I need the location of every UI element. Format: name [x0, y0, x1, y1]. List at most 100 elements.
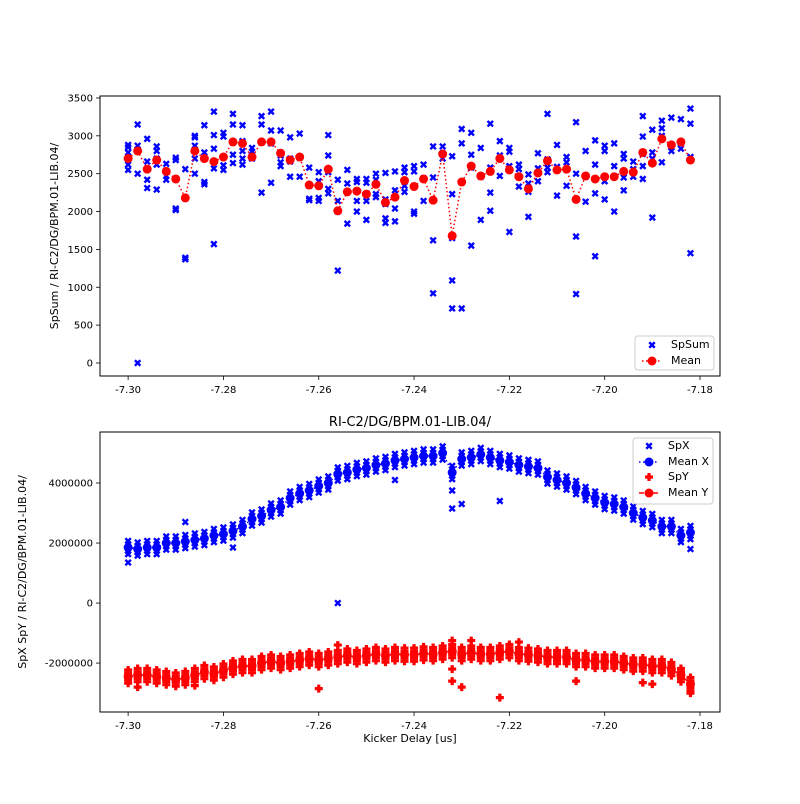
x-tick-label: -7.20 — [592, 721, 618, 732]
spx-point — [686, 522, 695, 530]
spsum-point — [458, 139, 466, 147]
x-tick-label: -7.26 — [306, 721, 332, 732]
spy-point — [438, 641, 447, 650]
spx-point — [200, 528, 208, 536]
spsum-legend-x — [648, 341, 656, 349]
legend-spx-marker — [645, 442, 653, 450]
y-tick-label: 3500 — [68, 93, 93, 104]
mean-x-point — [409, 453, 419, 463]
spsum-point — [562, 153, 571, 161]
spsum-point — [667, 114, 675, 122]
spsum-point — [238, 147, 247, 155]
mean-y-point — [533, 651, 543, 661]
mean-point — [352, 186, 362, 196]
spsum-point — [257, 189, 266, 197]
spx-point — [400, 448, 409, 457]
mean-point — [123, 154, 133, 164]
x-tick-label: -7.28 — [210, 721, 236, 732]
spy-point — [190, 681, 199, 690]
legend-mean-marker — [647, 356, 657, 366]
mean-y-point — [295, 655, 305, 665]
top-ylabel: SpSum / RI-C2/DG/BPM.01-LIB.04/ — [48, 142, 61, 329]
mean-y-point — [342, 651, 352, 661]
spx-point — [629, 502, 637, 511]
mean-x-point — [152, 543, 162, 553]
mean-point — [590, 174, 600, 184]
spsum-point — [143, 184, 151, 192]
spsum-point — [686, 249, 695, 257]
spsum-point — [477, 216, 485, 224]
spx-point — [582, 483, 590, 491]
spy-point — [457, 683, 466, 692]
spsum-point — [362, 175, 370, 183]
mean-y-point — [676, 670, 686, 680]
spx-point — [410, 447, 418, 455]
spy-point — [629, 653, 638, 662]
spy-point — [276, 652, 285, 661]
spx-point — [496, 497, 504, 505]
mean-y-point — [476, 649, 486, 659]
mean-point — [285, 155, 295, 165]
spy-point — [371, 643, 380, 652]
spsum-point — [648, 148, 656, 157]
mean-y-point — [218, 666, 228, 676]
mean-x-point — [514, 460, 524, 470]
spsum-point — [410, 207, 418, 216]
y-tick-label: 4000000 — [48, 479, 93, 490]
spy-point — [524, 644, 533, 653]
spsum-point — [496, 137, 504, 145]
x-tick-label: -7.24 — [401, 721, 427, 732]
mean-x-point — [361, 463, 371, 473]
spsum-point — [248, 144, 256, 152]
mean-point — [552, 165, 562, 175]
mean-point — [495, 154, 505, 164]
spsum-point — [591, 160, 599, 169]
spsum-point — [524, 213, 533, 221]
spsum-point — [229, 159, 237, 167]
spsum-point — [448, 190, 456, 198]
spx-point — [601, 492, 609, 500]
y-tick-label: 2000000 — [48, 539, 93, 550]
bottom-ylabel: SpX SpY / RI-C2/DG/BPM.01-LIB.04/ — [16, 475, 29, 669]
spx-point — [229, 543, 237, 552]
spsum-point — [134, 120, 142, 129]
x-tick-label: -7.26 — [306, 385, 332, 396]
mean-x-point — [237, 522, 247, 532]
legend-spx-label: SpX — [668, 439, 690, 452]
spsum-point — [601, 195, 609, 204]
mean-x-point — [571, 483, 581, 493]
bottom-legend: SpX Mean X SpY Mean Y — [632, 437, 714, 505]
mean-y-point — [190, 670, 200, 680]
spsum-point — [582, 147, 590, 155]
spy-point — [514, 643, 523, 652]
bottom-axes: -7.30 -7.28 -7.26 -7.24 -7.22 -7.20 -7.18 -2000… — [45, 431, 721, 732]
mean-y-point — [638, 660, 648, 670]
spy-point — [305, 647, 314, 656]
spsum-point — [315, 194, 323, 202]
spy-point — [190, 664, 199, 673]
mean-point — [333, 206, 343, 216]
spsum-point — [410, 162, 418, 170]
mean-y-point — [390, 649, 400, 659]
spx-point — [143, 537, 151, 545]
mean-y-point — [257, 658, 267, 668]
legend-spy-label: SpY — [668, 470, 689, 483]
spsum-point — [172, 204, 180, 213]
spsum-point — [553, 192, 561, 200]
mean-x-point — [428, 451, 438, 461]
mean-y-point — [619, 658, 629, 668]
mean-point — [628, 167, 638, 177]
mean-x-point — [542, 472, 552, 482]
spy-point — [286, 650, 295, 659]
mean-y-point — [380, 651, 390, 661]
mean-y-point — [542, 652, 552, 662]
mean-y-point — [152, 672, 162, 682]
mean-point — [295, 152, 305, 162]
spx-point — [391, 450, 399, 458]
spx-point — [372, 454, 380, 463]
spx-point — [229, 520, 237, 529]
legend-spsum-label: SpSum — [671, 338, 710, 351]
spx-point — [477, 444, 485, 452]
mean-x-point — [199, 534, 209, 544]
spsum-point — [639, 112, 647, 120]
